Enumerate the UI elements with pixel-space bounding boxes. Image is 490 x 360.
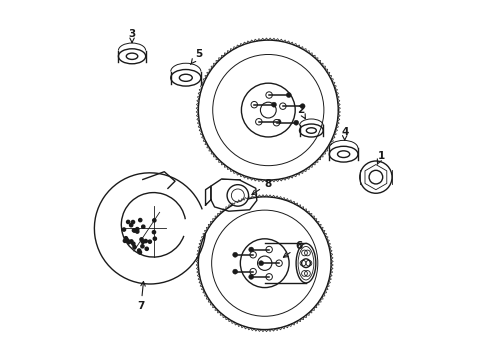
Circle shape bbox=[142, 225, 145, 228]
Text: 4: 4 bbox=[341, 127, 348, 140]
Circle shape bbox=[126, 239, 129, 242]
Circle shape bbox=[294, 120, 299, 125]
Circle shape bbox=[266, 274, 272, 280]
Text: 2: 2 bbox=[297, 105, 305, 119]
Circle shape bbox=[148, 240, 151, 243]
Circle shape bbox=[141, 240, 145, 243]
Circle shape bbox=[131, 220, 135, 224]
Circle shape bbox=[249, 247, 254, 252]
Text: 8: 8 bbox=[252, 179, 272, 195]
Circle shape bbox=[249, 274, 254, 279]
Circle shape bbox=[250, 269, 256, 275]
Circle shape bbox=[138, 251, 142, 254]
Circle shape bbox=[124, 237, 127, 240]
Circle shape bbox=[133, 229, 136, 232]
Text: 5: 5 bbox=[191, 49, 202, 64]
Circle shape bbox=[130, 240, 133, 243]
Circle shape bbox=[266, 246, 272, 253]
Circle shape bbox=[276, 119, 281, 124]
Circle shape bbox=[153, 219, 156, 222]
Circle shape bbox=[132, 242, 135, 246]
Circle shape bbox=[129, 224, 133, 227]
Circle shape bbox=[300, 104, 305, 109]
Circle shape bbox=[266, 92, 272, 98]
Circle shape bbox=[123, 239, 126, 242]
Circle shape bbox=[132, 229, 136, 232]
Circle shape bbox=[259, 261, 264, 266]
Text: 1: 1 bbox=[377, 150, 385, 164]
Circle shape bbox=[250, 252, 256, 258]
Circle shape bbox=[276, 260, 282, 266]
Circle shape bbox=[251, 102, 257, 108]
Text: 3: 3 bbox=[128, 29, 136, 42]
Circle shape bbox=[153, 237, 156, 240]
Text: 6: 6 bbox=[283, 241, 302, 257]
Circle shape bbox=[233, 269, 238, 274]
Circle shape bbox=[273, 120, 280, 126]
Circle shape bbox=[139, 219, 142, 222]
Circle shape bbox=[122, 228, 125, 231]
Circle shape bbox=[286, 93, 292, 98]
Circle shape bbox=[126, 220, 130, 224]
Circle shape bbox=[133, 246, 136, 249]
Circle shape bbox=[280, 103, 286, 109]
Circle shape bbox=[144, 239, 147, 243]
Circle shape bbox=[152, 230, 156, 234]
Circle shape bbox=[127, 240, 130, 244]
Circle shape bbox=[233, 252, 238, 257]
Circle shape bbox=[256, 118, 262, 125]
Circle shape bbox=[138, 249, 141, 252]
Circle shape bbox=[227, 185, 248, 206]
Circle shape bbox=[141, 245, 144, 248]
Circle shape bbox=[145, 247, 148, 251]
Circle shape bbox=[136, 228, 139, 231]
Circle shape bbox=[140, 238, 143, 241]
Circle shape bbox=[271, 102, 276, 107]
Text: 7: 7 bbox=[137, 282, 145, 311]
Circle shape bbox=[136, 230, 139, 233]
Ellipse shape bbox=[296, 243, 316, 283]
